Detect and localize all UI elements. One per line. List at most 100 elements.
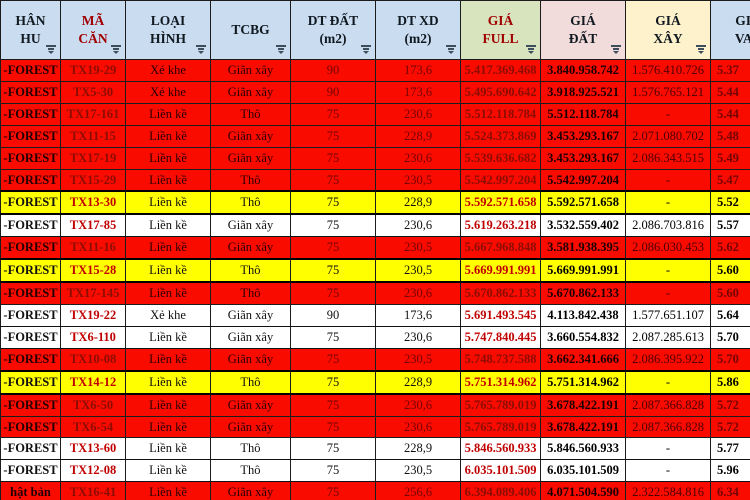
cell-dt-xd[interactable]: 228,9 xyxy=(375,124,461,148)
cell-gia-dat[interactable]: 5.670.862.133 xyxy=(540,281,626,305)
cell-gia-dat[interactable]: 5.846.560.933 xyxy=(540,437,626,461)
cell-phan-khu[interactable]: -FOREST xyxy=(0,190,61,216)
cell-phan-khu[interactable]: -FOREST xyxy=(0,415,61,439)
cell-dt-xd[interactable]: 173,6 xyxy=(375,80,461,104)
cell-dt-dat[interactable]: 90 xyxy=(290,59,376,82)
cell-gia-dat[interactable]: 3.453.293.167 xyxy=(540,124,626,148)
cell-tcbg[interactable]: Giãn xây xyxy=(210,303,291,327)
cell-tcbg[interactable]: Thô xyxy=(210,369,291,395)
cell-dt-dat[interactable]: 75 xyxy=(290,281,376,305)
cell-gia-dat[interactable]: 3.660.554.832 xyxy=(540,325,626,349)
cell-dt-dat[interactable]: 75 xyxy=(290,459,376,483)
cell-gia-xay[interactable]: 2.087.366.828 xyxy=(625,393,711,417)
cell-gia-dat[interactable]: 3.678.422.191 xyxy=(540,415,626,439)
cell-phan-khu[interactable]: -FOREST xyxy=(0,459,61,483)
filter-icon[interactable] xyxy=(695,45,707,54)
cell-tcbg[interactable]: Giãn xây xyxy=(210,213,291,238)
cell-loai-hinh[interactable]: Liền kề xyxy=(125,369,211,395)
cell-gia-xay[interactable]: 2.086.703.816 xyxy=(625,213,711,238)
cell-tcbg[interactable]: Giãn xây xyxy=(210,146,291,170)
cell-loai-hinh[interactable]: Xé khe xyxy=(125,59,211,82)
cell-gia-full[interactable]: 5.670.862.133 xyxy=(460,281,541,305)
cell-gia-full[interactable]: 6.035.101.509 xyxy=(460,459,541,483)
cell-tcbg[interactable]: Thô xyxy=(210,281,291,305)
cell-dt-xd[interactable]: 230,5 xyxy=(375,258,461,284)
cell-gia-full[interactable]: 5.512.118.784 xyxy=(460,102,541,126)
cell-loai-hinh[interactable]: Liền kề xyxy=(125,124,211,148)
cell-loai-hinh[interactable]: Liền kề xyxy=(125,281,211,305)
cell-gia-vay[interactable]: 5.44 xyxy=(710,102,750,126)
cell-dt-xd[interactable]: 230,6 xyxy=(375,146,461,170)
cell-gia-vay[interactable]: 5.44 xyxy=(710,80,750,104)
cell-tcbg[interactable]: Giãn xây xyxy=(210,393,291,417)
cell-dt-dat[interactable]: 75 xyxy=(290,258,376,284)
cell-ma-can[interactable]: TX6-110 xyxy=(60,325,126,349)
cell-gia-vay[interactable]: 5.60 xyxy=(710,258,750,284)
cell-loai-hinh[interactable]: Liền kề xyxy=(125,415,211,439)
cell-dt-xd[interactable]: 228,9 xyxy=(375,437,461,461)
cell-dt-xd[interactable]: 230,6 xyxy=(375,102,461,126)
cell-loai-hinh[interactable]: Liền kề xyxy=(125,459,211,483)
cell-ma-can[interactable]: TX15-29 xyxy=(60,168,126,192)
cell-loai-hinh[interactable]: Liền kề xyxy=(125,102,211,126)
cell-dt-xd[interactable]: 230,6 xyxy=(375,281,461,305)
cell-loai-hinh[interactable]: Liền kề xyxy=(125,168,211,192)
filter-icon[interactable] xyxy=(360,45,372,54)
cell-ma-can[interactable]: TX13-60 xyxy=(60,437,126,461)
cell-gia-full[interactable]: 5.524.373.869 xyxy=(460,124,541,148)
cell-phan-khu[interactable]: -FOREST xyxy=(0,258,61,284)
cell-phan-khu[interactable]: -FOREST xyxy=(0,325,61,349)
cell-gia-vay[interactable]: 6.34 xyxy=(710,481,750,500)
column-header-ma_can[interactable]: MÃ CĂN xyxy=(60,0,126,60)
cell-gia-full[interactable]: 5.542.997.204 xyxy=(460,168,541,192)
cell-gia-vay[interactable]: 5.37 xyxy=(710,59,750,82)
cell-loai-hinh[interactable]: Liền kề xyxy=(125,213,211,238)
cell-gia-xay[interactable]: 1.576.410.726 xyxy=(625,59,711,82)
cell-gia-full[interactable]: 5.765.789.019 xyxy=(460,393,541,417)
cell-phan-khu[interactable]: -FOREST xyxy=(0,168,61,192)
cell-loai-hinh[interactable]: Liền kề xyxy=(125,190,211,216)
cell-gia-vay[interactable]: 5.64 xyxy=(710,303,750,327)
cell-gia-dat[interactable]: 5.751.314.962 xyxy=(540,369,626,395)
cell-tcbg[interactable]: Giãn xây xyxy=(210,236,291,260)
filter-icon[interactable] xyxy=(110,45,122,54)
cell-gia-dat[interactable]: 5.512.118.784 xyxy=(540,102,626,126)
cell-ma-can[interactable]: TX17-161 xyxy=(60,102,126,126)
column-header-tcbg[interactable]: TCBG xyxy=(210,0,291,60)
cell-ma-can[interactable]: TX12-08 xyxy=(60,459,126,483)
cell-dt-dat[interactable]: 75 xyxy=(290,190,376,216)
cell-loai-hinh[interactable]: Liền kề xyxy=(125,481,211,500)
cell-tcbg[interactable]: Giãn xây xyxy=(210,415,291,439)
cell-gia-dat[interactable]: 4.071.504.590 xyxy=(540,481,626,500)
cell-tcbg[interactable]: Thô xyxy=(210,190,291,216)
cell-phan-khu[interactable]: -FOREST xyxy=(0,102,61,126)
cell-gia-full[interactable]: 5.539.636.682 xyxy=(460,146,541,170)
cell-gia-dat[interactable]: 3.581.938.395 xyxy=(540,236,626,260)
cell-dt-xd[interactable]: 173,6 xyxy=(375,303,461,327)
column-header-gia_vay[interactable]: GIÁ VAY xyxy=(710,0,750,60)
cell-gia-vay[interactable]: 5.96 xyxy=(710,459,750,483)
cell-gia-dat[interactable]: 3.662.341.666 xyxy=(540,347,626,372)
filter-icon[interactable] xyxy=(45,45,57,54)
cell-gia-vay[interactable]: 5.72 xyxy=(710,393,750,417)
cell-dt-dat[interactable]: 75 xyxy=(290,325,376,349)
cell-dt-xd[interactable]: 230,6 xyxy=(375,415,461,439)
cell-gia-xay[interactable]: - xyxy=(625,258,711,284)
cell-dt-dat[interactable]: 75 xyxy=(290,393,376,417)
cell-gia-vay[interactable]: 5.52 xyxy=(710,190,750,216)
cell-dt-dat[interactable]: 75 xyxy=(290,102,376,126)
cell-dt-dat[interactable]: 90 xyxy=(290,80,376,104)
cell-tcbg[interactable]: Thô xyxy=(210,168,291,192)
cell-gia-xay[interactable]: - xyxy=(625,369,711,395)
cell-dt-dat[interactable]: 75 xyxy=(290,236,376,260)
cell-gia-xay[interactable]: 2.086.395.922 xyxy=(625,347,711,372)
cell-loai-hinh[interactable]: Liền kề xyxy=(125,236,211,260)
cell-gia-xay[interactable]: - xyxy=(625,102,711,126)
cell-gia-xay[interactable]: - xyxy=(625,168,711,192)
cell-ma-can[interactable]: TX15-28 xyxy=(60,258,126,284)
cell-tcbg[interactable]: Giãn xây xyxy=(210,325,291,349)
column-header-phan_khu[interactable]: HÂN HU xyxy=(0,0,61,60)
column-header-loai_hinh[interactable]: LOẠI HÌNH xyxy=(125,0,211,60)
cell-phan-khu[interactable]: -FOREST xyxy=(0,80,61,104)
cell-dt-dat[interactable]: 75 xyxy=(290,415,376,439)
